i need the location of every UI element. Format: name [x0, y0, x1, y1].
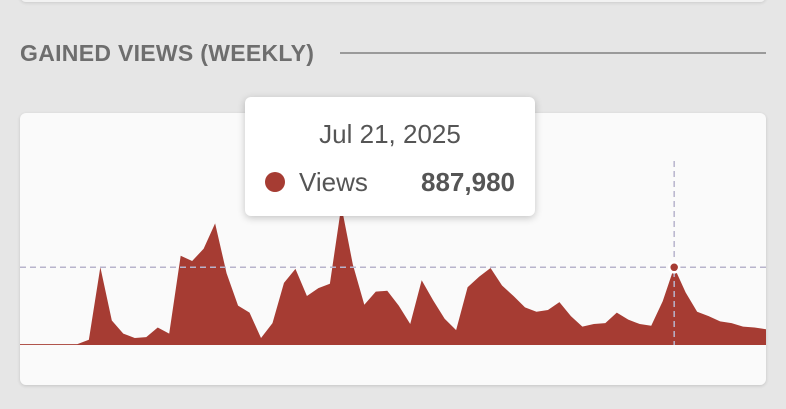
data-point[interactable] [442, 316, 448, 322]
data-point[interactable] [258, 335, 264, 341]
tooltip-series-marker [265, 172, 285, 192]
data-point[interactable] [51, 341, 57, 347]
data-point[interactable] [269, 320, 275, 326]
data-point[interactable] [660, 298, 666, 304]
data-point[interactable] [556, 299, 562, 305]
data-point[interactable] [499, 283, 505, 289]
data-point[interactable] [614, 310, 620, 316]
data-point[interactable] [568, 313, 574, 319]
data-point[interactable] [235, 303, 241, 309]
data-point[interactable] [166, 331, 172, 337]
data-point[interactable] [20, 341, 23, 347]
data-point[interactable] [315, 285, 321, 291]
data-point[interactable] [373, 289, 379, 295]
data-point[interactable] [591, 321, 597, 327]
data-point[interactable] [648, 323, 654, 329]
data-point[interactable] [384, 288, 390, 294]
data-point[interactable] [740, 324, 746, 330]
previous-card-edge [20, 0, 766, 2]
data-point[interactable] [430, 297, 436, 303]
overlay-layer [20, 161, 766, 345]
data-point[interactable] [86, 337, 92, 343]
data-point[interactable] [74, 341, 80, 347]
data-point[interactable] [212, 220, 218, 226]
data-point[interactable] [453, 327, 459, 333]
data-point[interactable] [109, 318, 115, 324]
tooltip-series-name: Views [299, 166, 368, 197]
data-point[interactable] [281, 280, 287, 286]
data-point[interactable] [155, 325, 161, 331]
data-point[interactable] [178, 253, 184, 259]
chart-tooltip: Jul 21, 2025 Views 887,980 [245, 97, 535, 216]
views-area-series [20, 205, 766, 345]
section-title: GAINED VIEWS (WEEKLY) [20, 39, 315, 66]
data-point[interactable] [407, 321, 413, 327]
highlighted-data-point[interactable] [667, 261, 681, 274]
data-point[interactable] [522, 304, 528, 310]
data-point[interactable] [327, 281, 333, 287]
data-point[interactable] [729, 320, 735, 326]
tooltip-row: Views 887,980 [265, 167, 515, 197]
data-point[interactable] [419, 277, 425, 283]
data-point[interactable] [304, 293, 310, 299]
section-divider [340, 52, 766, 54]
section-header: GAINED VIEWS (WEEKLY) [20, 36, 766, 70]
data-point[interactable] [120, 331, 126, 337]
data-point[interactable] [579, 324, 585, 330]
data-point[interactable] [63, 341, 69, 347]
data-point[interactable] [40, 341, 46, 347]
data-point[interactable] [717, 318, 723, 324]
data-point[interactable] [694, 309, 700, 315]
data-point[interactable] [625, 317, 631, 323]
data-point[interactable] [189, 258, 195, 264]
data-point[interactable] [533, 309, 539, 315]
data-point[interactable] [511, 293, 517, 299]
views-area-chart[interactable] [20, 113, 766, 385]
data-point[interactable] [247, 310, 253, 316]
data-point[interactable] [476, 274, 482, 280]
data-point[interactable] [143, 334, 149, 340]
tooltip-date: Jul 21, 2025 [319, 119, 461, 149]
data-point[interactable] [706, 313, 712, 319]
data-point[interactable] [465, 284, 471, 290]
data-point[interactable] [545, 307, 551, 313]
data-point[interactable] [683, 290, 689, 296]
tooltip-value: 887,980 [421, 166, 515, 197]
data-point[interactable] [28, 341, 34, 347]
data-point[interactable] [752, 325, 758, 331]
data-point[interactable] [224, 270, 230, 276]
data-point[interactable] [132, 335, 138, 341]
data-point[interactable] [361, 302, 367, 308]
plot-layer [20, 205, 766, 347]
data-point[interactable] [396, 303, 402, 309]
data-point[interactable] [602, 320, 608, 326]
data-point[interactable] [201, 246, 207, 252]
data-point[interactable] [637, 321, 643, 327]
